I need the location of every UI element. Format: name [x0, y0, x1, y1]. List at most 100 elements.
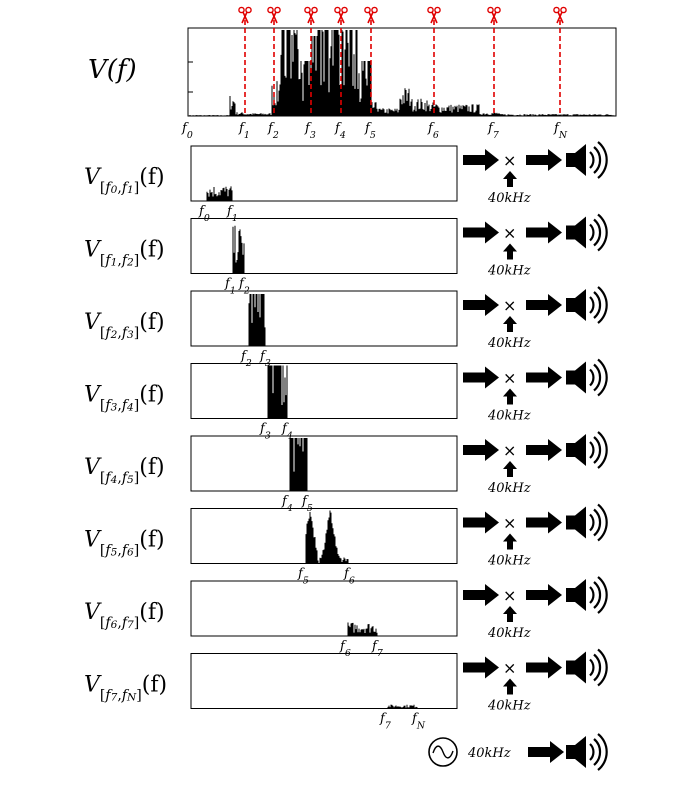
band-high-label: f5 — [301, 494, 313, 514]
carrier-frequency-label: 40kHz — [487, 264, 531, 279]
band-label: V[f6,f7](f) — [84, 600, 165, 631]
band-label: V[f0,f1](f) — [84, 165, 165, 196]
main-frequency-label: f0 — [181, 121, 193, 141]
speaker-icon — [564, 503, 608, 542]
arrow-up-icon — [503, 388, 517, 405]
arrow-right-icon — [463, 149, 499, 171]
main-frequency-label: f2 — [267, 121, 279, 141]
band-row: V[f7,fN](f) f7 fN × 40kHz — [84, 648, 608, 732]
band-spectrum-frame — [190, 363, 458, 419]
main-frequency-label: f3 — [304, 121, 316, 141]
main-spectrum-bars — [188, 30, 615, 116]
speaker-icon — [564, 575, 608, 615]
arrow-up-icon — [503, 316, 517, 332]
arrow-right-icon — [526, 366, 562, 389]
band-label: V[f1,f2](f) — [84, 238, 165, 269]
band-high-label: f6 — [343, 567, 355, 587]
carrier-row: 40kHz — [428, 732, 608, 772]
band-low-label: f1 — [224, 277, 236, 297]
band-label: V[f3,f4](f) — [84, 383, 165, 414]
main-frequency-label: fN — [553, 121, 568, 141]
arrow-right-icon — [463, 294, 499, 316]
multiply-icon: × — [503, 296, 516, 315]
carrier-frequency-label: 40kHz — [487, 336, 531, 351]
multiply-icon: × — [503, 369, 516, 388]
carrier-frequency-label: 40kHz — [487, 409, 531, 424]
band-row: V[f1,f2](f) f1 f2 × 40kHz — [84, 213, 608, 297]
band-row: V[f4,f5](f) f4 f5 × 40kHz — [84, 430, 608, 514]
band-high-label: f7 — [371, 639, 383, 659]
arrow-right-icon — [526, 439, 562, 461]
band-low-label: f0 — [198, 204, 210, 224]
band-spectrum-frame — [190, 218, 458, 274]
arrow-up-icon — [503, 678, 517, 695]
speaker-icon — [564, 140, 608, 180]
band-spectrum-frame — [190, 435, 458, 492]
main-spectrum-ticks — [188, 61, 193, 93]
carrier-frequency-label: 40kHz — [487, 481, 531, 496]
arrow-right-icon — [526, 221, 562, 244]
multiply-icon: × — [503, 514, 516, 533]
arrow-right-icon — [526, 149, 562, 171]
band-low-label: f4 — [281, 494, 293, 514]
main-spectrum-frame — [187, 27, 617, 117]
main-frequency-label: f6 — [427, 121, 439, 141]
band-low-label: f2 — [240, 349, 252, 369]
speaker-icon — [564, 285, 608, 325]
arrow-right-icon — [526, 584, 562, 606]
carrier-frequency-label: 40kHz — [487, 191, 531, 206]
band-label: V[f2,f3](f) — [84, 310, 165, 341]
speaker-icon — [564, 430, 608, 470]
arrow-up-icon — [503, 533, 517, 550]
speaker-icon — [564, 358, 608, 397]
arrow-right-icon — [463, 656, 499, 679]
band-label: V[f7,fN](f) — [84, 673, 167, 704]
carrier-frequency-label: 40kHz — [467, 746, 511, 761]
arrow-right-icon — [463, 366, 499, 389]
band-spectrum-frame — [190, 145, 458, 202]
main-frequency-label: f7 — [487, 121, 499, 141]
cut-lines — [238, 6, 567, 116]
band-row: V[f0,f1](f) f0 f1 × 40kHz — [84, 140, 608, 224]
speaker-icon — [564, 648, 608, 687]
multiply-icon: × — [503, 151, 516, 170]
carrier-frequency-label: 40kHz — [487, 626, 531, 641]
main-spectrum: V(f) f0 f1 f2 f3 f4 f5 f6 f7 fN — [88, 6, 617, 141]
multiply-icon: × — [503, 659, 516, 678]
band-spectrum-frame — [190, 653, 458, 709]
band-spectrum-frame — [190, 290, 458, 347]
band-row: V[f3,f4](f)f3 f4×40kHz — [84, 358, 608, 442]
carrier-frequency-label: 40kHz — [487, 554, 531, 569]
band-row: V[f2,f3](f)f2 f3×40kHz — [84, 285, 608, 369]
band-high-label: f1 — [226, 204, 238, 224]
band-low-label: f6 — [339, 639, 351, 659]
band-spectrum-frame — [190, 580, 458, 637]
arrow-right-icon — [463, 511, 499, 534]
main-frequency-label: f4 — [334, 121, 346, 141]
band-row: V[f6,f7](f) f6 f7 × 40kHz — [84, 575, 608, 659]
band-low-label: f7 — [379, 712, 391, 732]
main-frequency-label: f5 — [364, 121, 376, 141]
arrow-up-icon — [503, 243, 517, 260]
band-high-label: f2 — [238, 277, 250, 297]
arrow-right-icon — [526, 656, 562, 679]
multiply-icon: × — [503, 224, 516, 243]
band-label: V[f4,f5](f) — [84, 455, 165, 486]
arrow-right-icon — [526, 511, 562, 534]
arrow-right-icon — [463, 584, 499, 606]
main-frequency-label: f1 — [238, 121, 250, 141]
band-low-label: f5 — [297, 567, 309, 587]
arrow-right-icon — [463, 221, 499, 244]
band-low-label: f3 — [259, 422, 271, 442]
arrow-right-icon — [526, 294, 562, 316]
multiply-icon: × — [503, 586, 516, 605]
main-frequency-labels: f0 f1 f2 f3 f4 f5 f6 f7 fN — [181, 121, 568, 141]
arrow-up-icon — [503, 606, 517, 622]
sine-source-icon — [428, 737, 458, 767]
multiply-icon: × — [503, 441, 516, 460]
band-row: V[f5,f6](f) f5 f6 × 40kHz — [84, 503, 608, 587]
main-spectrum-label: V(f) — [88, 55, 137, 85]
arrow-right-icon — [528, 741, 564, 763]
